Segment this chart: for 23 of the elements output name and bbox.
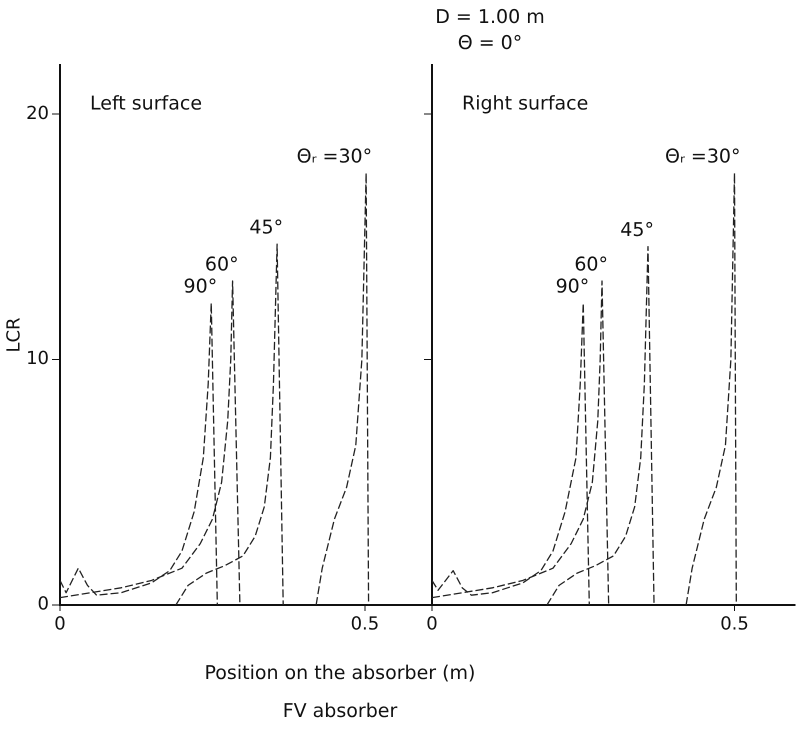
series-label: 90° [184,276,218,298]
y-tick-label: 20 [26,102,49,124]
line-series [315,172,370,605]
x-tick-label: 0 [426,613,438,634]
series-label: 60° [574,253,608,276]
series-label: Θᵣ =30° [296,145,372,168]
series-label: 45° [620,219,654,242]
chart-title: D = 1.00 m [434,6,546,28]
series-label: 90° [556,276,590,298]
x-tick-label: 0.5 [720,613,749,634]
series-label: 45° [249,216,284,239]
x-tick-label: 0 [54,613,66,634]
y-tick-label: 0 [38,594,49,615]
y-tick-label: 10 [26,348,49,370]
text: FV absorber [282,700,398,722]
x-axis-title: Position on the absorber (m) [204,662,476,684]
series-label: Θᵣ =30° [664,145,740,168]
series-label: 60° [204,253,239,276]
chart-subtitle: Θ = 0° [456,32,524,54]
annotation: Left surface [90,92,202,114]
x-tick-label: 0.5 [350,613,380,634]
annotation: Right surface [462,92,588,114]
y-axis-title: LCR [3,317,24,353]
